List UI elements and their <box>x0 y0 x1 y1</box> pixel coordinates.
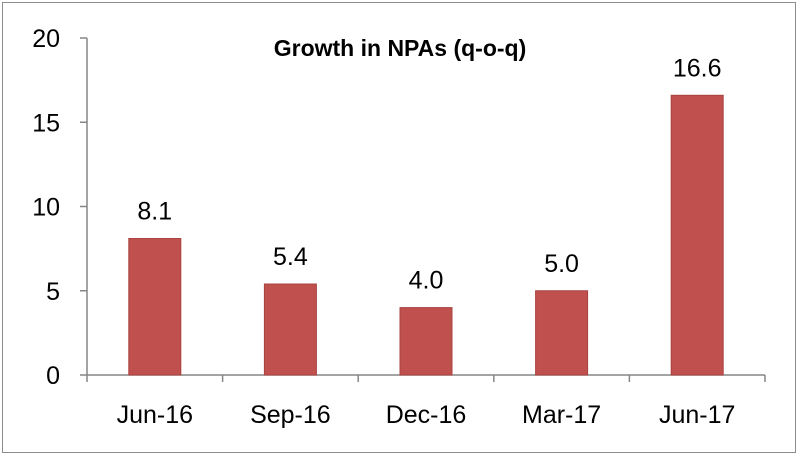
x-tick-label: Mar-17 <box>522 401 601 429</box>
axes: 0 5 10 15 20 Jun-16 Sep-16 Dec-16 Mar-17 Jun-17 <box>32 25 766 429</box>
bars <box>128 94 724 376</box>
x-tick-label: Sep-16 <box>250 401 331 429</box>
y-tick-label: 0 <box>46 362 60 390</box>
chart-frame <box>2 2 796 453</box>
data-label: 5.4 <box>273 243 308 271</box>
bar-jun-17 <box>670 94 724 376</box>
data-labels: 8.1 5.4 4.0 5.0 16.6 <box>137 54 721 294</box>
data-label: 16.6 <box>673 54 722 82</box>
data-label: 8.1 <box>137 198 172 226</box>
bar-jun-16 <box>128 238 182 376</box>
bar-mar-17 <box>535 290 589 376</box>
y-tick-label: 20 <box>32 25 60 53</box>
x-tick-label: Jun-17 <box>659 401 735 429</box>
chart-title: Growth in NPAs (q-o-q) <box>274 35 527 61</box>
data-label: 5.0 <box>544 250 579 278</box>
bar-dec-16 <box>399 307 453 376</box>
x-tick-label: Dec-16 <box>386 401 467 429</box>
bar-sep-16 <box>263 283 317 376</box>
y-tick-label: 10 <box>32 194 60 222</box>
x-tick-label: Jun-16 <box>117 401 193 429</box>
y-tick-label: 15 <box>32 109 60 137</box>
data-label: 4.0 <box>409 267 444 295</box>
y-tick-label: 5 <box>46 278 60 306</box>
